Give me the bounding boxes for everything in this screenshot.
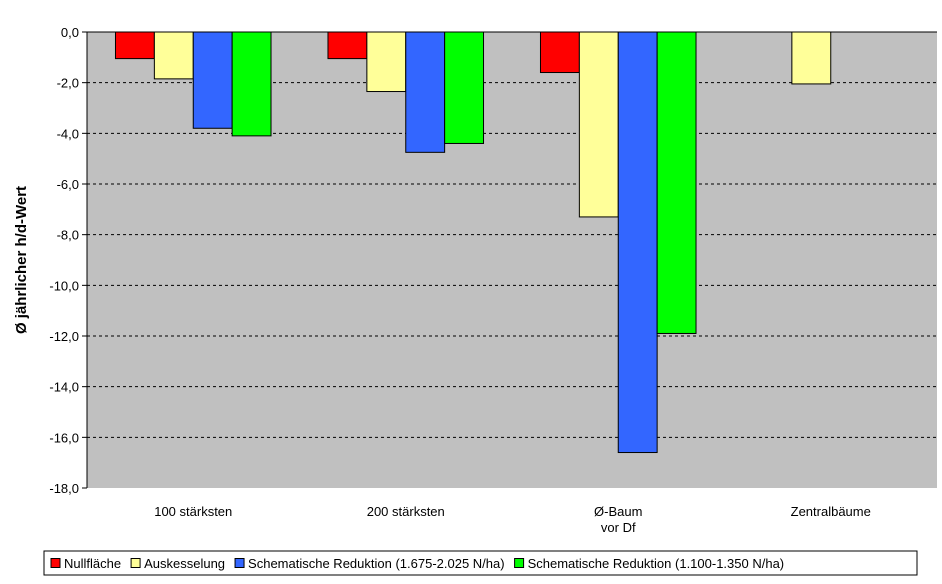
legend-swatch [130,558,141,568]
y-tick-label: -14,0 [49,380,79,395]
legend-label: Nullfläche [64,556,121,571]
bar [578,31,619,218]
bar [231,31,272,137]
legend-swatch [514,558,525,568]
y-tick-label: -16,0 [49,430,79,445]
y-axis-title: Ø jährlicher h/d-Wert [13,186,30,334]
x-category-label: Ø-Baum [594,504,642,519]
legend-label: Auskesselung [144,556,225,571]
x-category-label: 100 stärksten [154,504,232,519]
x-category-label: vor Df [601,520,636,535]
y-tick-label: -10,0 [49,278,79,293]
bar [656,31,697,334]
bar [539,31,580,74]
bar [405,31,446,153]
x-category-label: Zentralbäume [791,504,871,519]
y-ticks: 0,0 -2,0 -4,0 -6,0 -8,0 -10,0 -12,0 -14,0 -16,0 -… [49,25,87,496]
bar [114,31,155,60]
legend-label: Schematische Reduktion (1.675-2.025 N/ha… [248,556,505,571]
bar [366,31,407,93]
bar [444,31,485,144]
bar [617,31,658,454]
y-tick-label: -12,0 [49,329,79,344]
legend-swatch [234,558,245,568]
y-tick-label: -6,0 [57,177,79,192]
y-tick-label: -8,0 [57,228,79,243]
bar [153,31,194,80]
legend-label: Schematische Reduktion (1.100-1.350 N/ha… [528,556,785,571]
bar [327,31,368,60]
legend-box [43,550,918,576]
legend: Nullfläche Auskesselung Schematische Reduk… [43,550,918,576]
bar [791,31,832,85]
x-category-label: 200 stärksten [367,504,445,519]
legend-swatch [50,558,61,568]
y-tick-label: -4,0 [57,126,79,141]
y-tick-label: 0,0 [61,25,79,40]
bars [114,31,832,454]
y-tick-label: -18,0 [49,481,79,496]
bar [192,31,233,129]
y-tick-label: -2,0 [57,76,79,91]
